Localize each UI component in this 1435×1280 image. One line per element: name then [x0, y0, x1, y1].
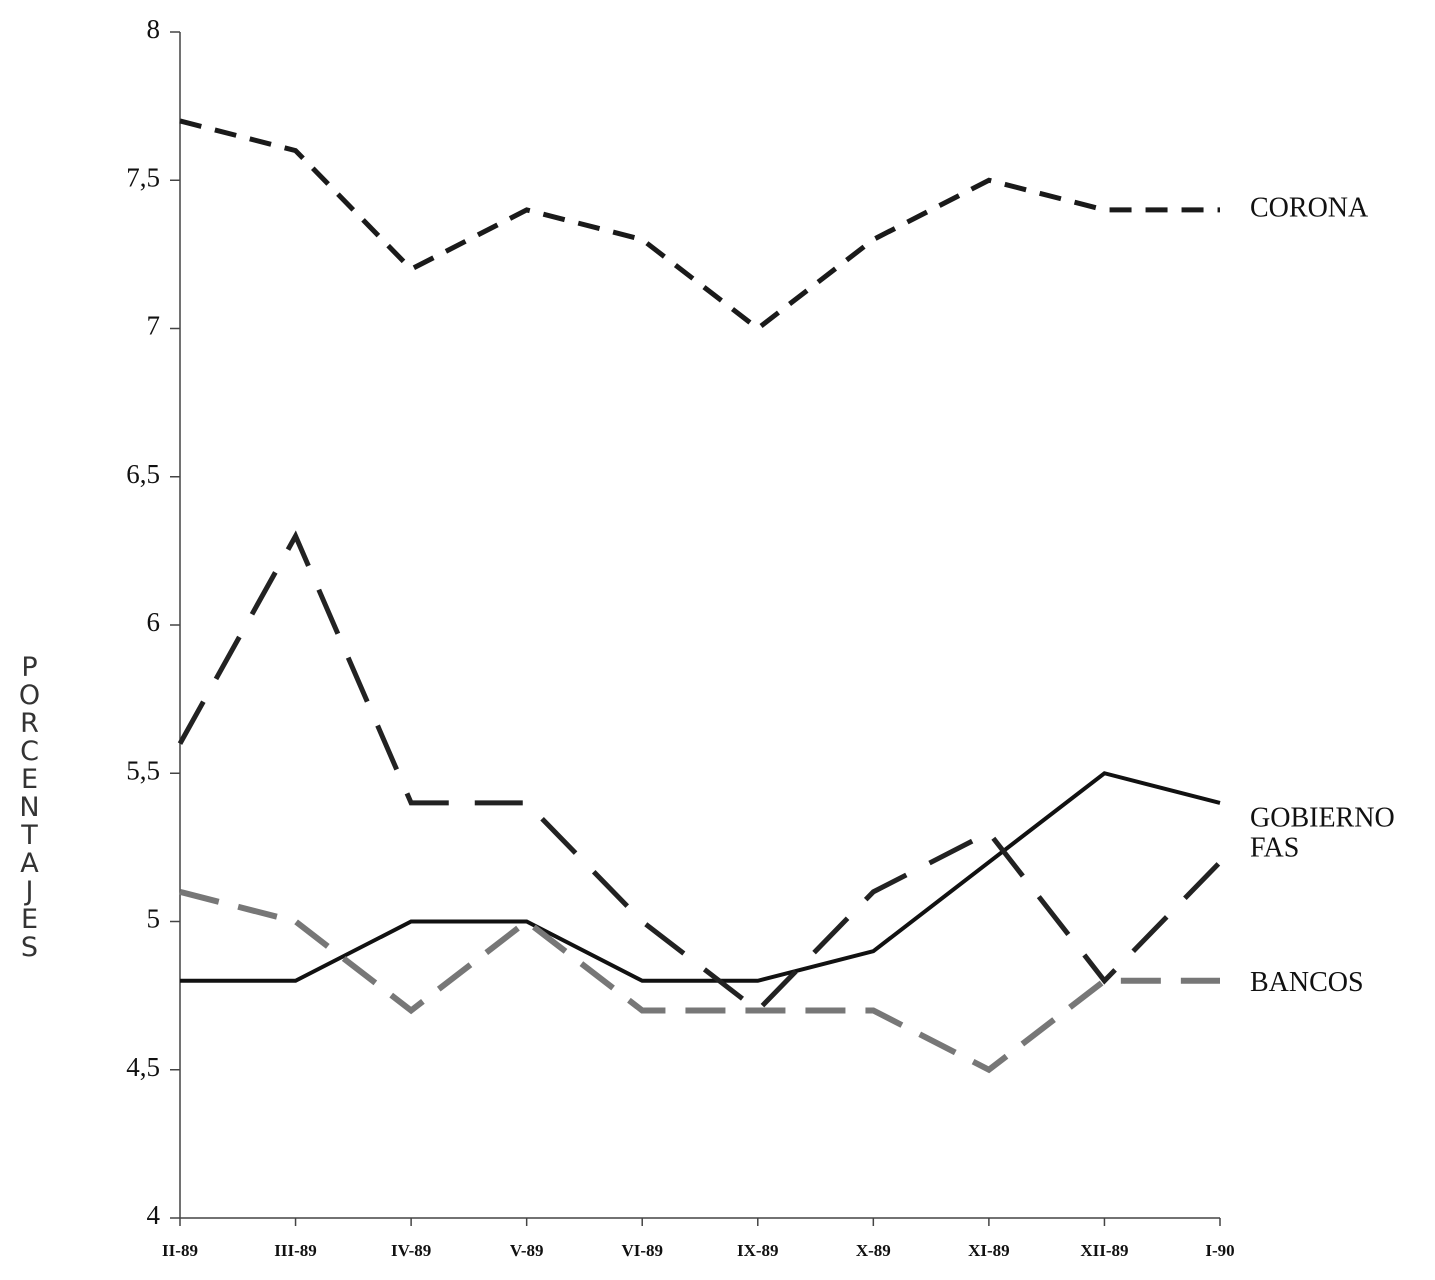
series-label: BANCOS [1250, 967, 1364, 998]
x-tick-label: XI-89 [968, 1241, 1010, 1260]
series-line [179, 888, 1220, 1074]
y-tick-label: 7 [147, 311, 161, 341]
x-tick-label: IV-89 [391, 1241, 431, 1260]
y-tick-label: 4,5 [126, 1052, 160, 1082]
x-tick-label: VI-89 [621, 1241, 663, 1260]
series-label: CORONA [1250, 192, 1369, 223]
y-tick-label: 6 [147, 607, 161, 637]
series-line [179, 118, 1220, 332]
y-axis-label: PORCENTAJES [14, 652, 45, 960]
x-tick-label: I-90 [1205, 1241, 1234, 1260]
x-tick-label: III-89 [274, 1241, 317, 1260]
series-label: GOBIERNO [1250, 802, 1395, 833]
y-tick-label: 6,5 [126, 459, 160, 489]
y-tick-label: 4 [147, 1200, 161, 1230]
x-tick-label: IX-89 [737, 1241, 779, 1260]
y-tick-label: 7,5 [126, 162, 160, 192]
x-tick-label: V-89 [510, 1241, 544, 1260]
y-tick-label: 5 [147, 904, 161, 934]
x-tick-label: XII-89 [1080, 1241, 1128, 1260]
series-line [177, 530, 1222, 1014]
x-tick-label: II-89 [162, 1241, 198, 1260]
x-tick-label: X-89 [856, 1241, 891, 1260]
series-label: FAS [1250, 833, 1299, 864]
series-line [180, 771, 1221, 983]
y-tick-label: 5,5 [126, 755, 160, 785]
y-tick-label: 8 [147, 14, 161, 44]
